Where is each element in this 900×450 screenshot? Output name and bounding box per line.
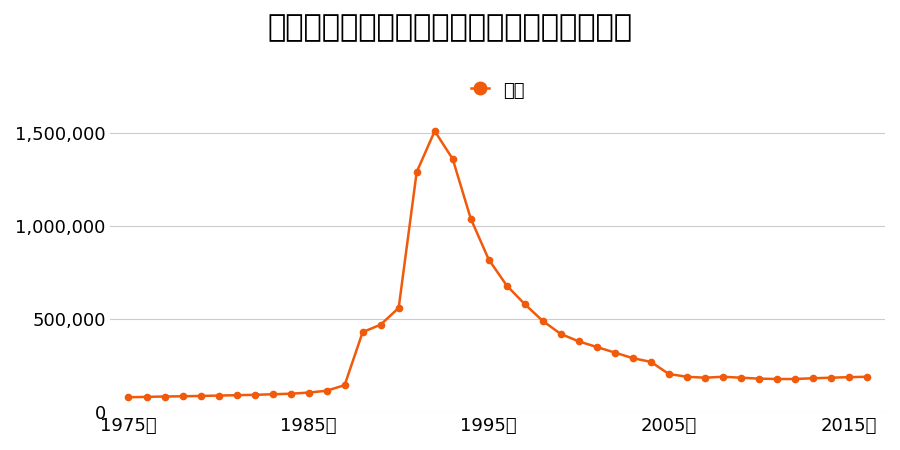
- 価格: [735, 375, 746, 380]
- 価格: [213, 393, 224, 398]
- 価格: [303, 390, 314, 395]
- 価格: [807, 376, 818, 381]
- 価格: [447, 156, 458, 162]
- 価格: [717, 374, 728, 379]
- 価格: [699, 375, 710, 380]
- 価格: [465, 216, 476, 221]
- 価格: [753, 376, 764, 381]
- 価格: [627, 356, 638, 361]
- 価格: [195, 393, 206, 399]
- 価格: [267, 392, 278, 397]
- 価格: [573, 339, 584, 344]
- Text: 滋賀県大津市浜大津２丁目２番１の地価推移: 滋賀県大津市浜大津２丁目２番１の地価推移: [267, 14, 633, 42]
- 価格: [519, 302, 530, 307]
- Legend: 価格: 価格: [464, 74, 532, 107]
- 価格: [609, 350, 620, 356]
- 価格: [843, 374, 854, 380]
- 価格: [321, 388, 332, 393]
- 価格: [411, 169, 422, 175]
- 価格: [483, 257, 494, 262]
- 価格: [681, 374, 692, 379]
- 価格: [825, 375, 836, 380]
- 価格: [339, 382, 350, 388]
- 価格: [591, 344, 602, 350]
- 価格: [537, 318, 548, 324]
- 価格: [231, 392, 242, 398]
- 価格: [555, 331, 566, 337]
- 価格: [375, 322, 386, 327]
- 価格: [285, 391, 296, 396]
- 価格: [771, 376, 782, 382]
- 価格: [177, 394, 188, 399]
- Line: 価格: 価格: [125, 128, 870, 400]
- 価格: [501, 283, 512, 288]
- 価格: [357, 329, 368, 335]
- 価格: [249, 392, 260, 397]
- 価格: [645, 359, 656, 364]
- 価格: [789, 376, 800, 382]
- 価格: [429, 128, 440, 134]
- 価格: [663, 371, 674, 377]
- 価格: [393, 305, 404, 310]
- 価格: [159, 394, 170, 399]
- 価格: [141, 394, 152, 400]
- 価格: [123, 395, 134, 400]
- 価格: [861, 374, 872, 379]
